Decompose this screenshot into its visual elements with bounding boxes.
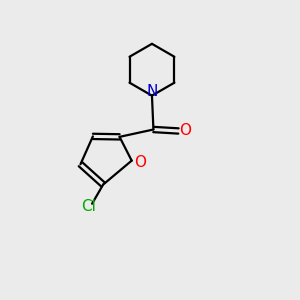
Text: O: O: [179, 124, 191, 139]
Text: O: O: [134, 155, 146, 170]
Text: N: N: [146, 84, 158, 99]
Text: Cl: Cl: [81, 199, 96, 214]
